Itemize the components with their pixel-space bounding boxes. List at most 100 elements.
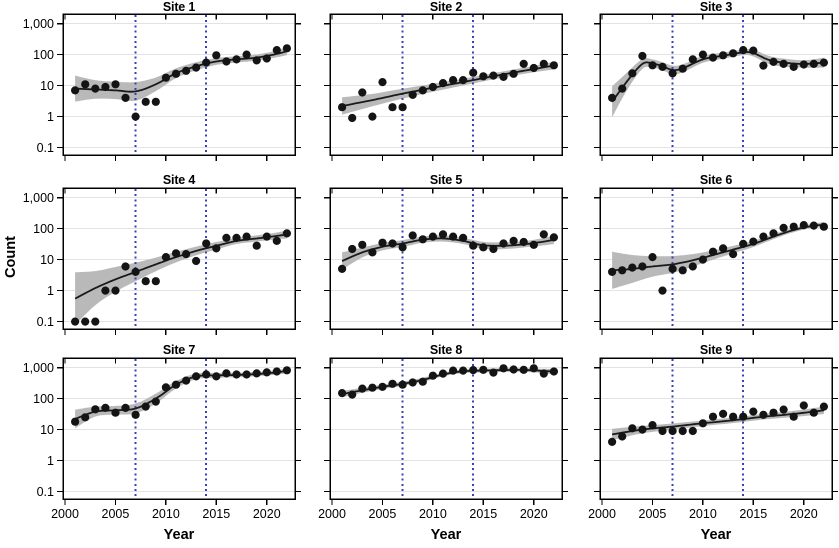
panel-site-9: 2000 2005 2010 2015 2020 [588, 357, 838, 521]
data-point [529, 240, 538, 249]
panel-title-site-4: Site 4 [162, 173, 196, 187]
data-point [141, 277, 150, 286]
x-tick-label: 2015 [739, 507, 767, 521]
data-point [469, 366, 478, 375]
data-point [459, 366, 468, 375]
panel-frame [599, 357, 833, 500]
data-point [628, 263, 637, 272]
data-point [759, 410, 768, 419]
data-point [408, 90, 417, 99]
panel-frame [599, 13, 833, 156]
y-tick-label: 1,000 [23, 361, 54, 375]
data-point [628, 424, 637, 433]
data-point [449, 76, 458, 85]
data-point [398, 243, 407, 252]
data-point [719, 51, 728, 60]
panel-frame [329, 187, 563, 330]
x-tick-label: 2010 [419, 507, 447, 521]
data-point [489, 244, 498, 254]
data-point [398, 103, 407, 112]
data-point [81, 413, 90, 422]
data-point [338, 103, 347, 112]
x-tick-label: 2005 [639, 507, 667, 521]
x-tick-label: 2020 [790, 507, 818, 521]
data-point [282, 229, 291, 238]
data-point [779, 223, 788, 232]
data-point [549, 233, 559, 242]
panel-title-site-1: Site 1 [162, 0, 196, 14]
data-point [708, 53, 718, 62]
data-point [708, 247, 718, 256]
confidence-band [612, 222, 824, 289]
data-point [479, 365, 488, 374]
data-point [71, 86, 80, 95]
trend-line [341, 64, 555, 107]
panel-frame [329, 13, 563, 156]
data-point [628, 69, 637, 78]
data-point [719, 244, 728, 253]
data-point [101, 403, 110, 412]
data-point [171, 380, 181, 389]
data-point [449, 232, 458, 241]
data-point [348, 113, 357, 123]
data-point [141, 97, 150, 106]
data-point [469, 68, 478, 77]
data-point [769, 229, 778, 238]
data-point [388, 379, 397, 388]
data-point [428, 82, 437, 92]
data-point [509, 69, 518, 78]
data-point [549, 61, 559, 70]
data-point [688, 426, 697, 436]
data-point [708, 412, 718, 421]
data-point [131, 410, 140, 419]
panel-site-1: 1,000 100 10 1 0.1 [23, 13, 301, 161]
data-point [618, 266, 627, 275]
data-point [729, 250, 738, 259]
data-point [509, 236, 518, 245]
data-point [459, 76, 468, 85]
data-point [749, 407, 758, 416]
x-axis-title-col-1: Year [163, 527, 195, 543]
data-point [799, 221, 808, 230]
data-point [418, 377, 427, 386]
panel-title-site-8: Site 8 [429, 343, 463, 357]
data-point [192, 372, 201, 381]
data-point [759, 61, 768, 70]
data-point [141, 402, 150, 411]
data-point [222, 57, 231, 66]
y-tick-label: 100 [33, 222, 54, 236]
data-point [161, 383, 170, 392]
data-point [739, 412, 748, 421]
x-tick-label: 2010 [689, 507, 717, 521]
x-tick-label: 2000 [588, 507, 616, 521]
y-tick-label: 1 [47, 284, 54, 298]
data-point [819, 58, 829, 67]
data-point [769, 408, 778, 417]
panel-title-site-3: Site 3 [699, 0, 733, 14]
y-tick-label: 1 [47, 110, 54, 124]
data-point [111, 408, 120, 417]
x-tick-label: 2000 [318, 507, 346, 521]
y-tick-label: 1 [47, 454, 54, 468]
data-point [789, 62, 798, 71]
data-point [668, 69, 677, 78]
confidence-band [342, 61, 554, 115]
data-point [111, 286, 120, 295]
data-point [489, 71, 498, 80]
y-tick-label: 10 [40, 423, 54, 437]
data-point [348, 390, 357, 399]
data-point [499, 239, 508, 248]
data-point [698, 419, 708, 428]
data-point [131, 267, 140, 276]
data-point [459, 233, 468, 242]
panel-title-site-2: Site 2 [429, 0, 463, 14]
panel-title-site-7: Site 7 [162, 343, 196, 357]
data-point [428, 371, 437, 380]
data-point [608, 267, 617, 276]
data-point [638, 51, 647, 61]
data-point [648, 61, 657, 70]
data-point [378, 78, 387, 87]
data-point [658, 286, 667, 295]
data-point [809, 221, 818, 230]
